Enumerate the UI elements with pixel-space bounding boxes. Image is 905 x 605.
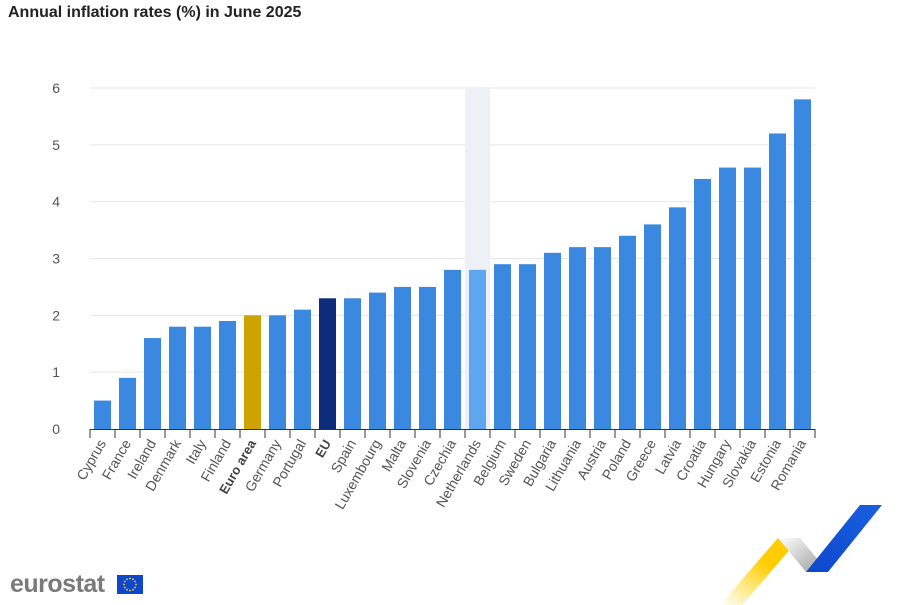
x-tick-label: EU [312, 437, 334, 460]
bar-sweden[interactable] [519, 264, 536, 429]
bar-poland[interactable] [619, 235, 636, 429]
y-tick-label: 3 [52, 251, 60, 267]
flag-star [134, 580, 137, 583]
y-tick-label: 0 [52, 421, 60, 437]
bar-cyprus[interactable] [94, 400, 111, 429]
bar-bulgaria[interactable] [544, 252, 561, 429]
bar-czechia[interactable] [444, 269, 461, 429]
bar-eu[interactable] [319, 298, 336, 429]
y-tick-label: 6 [52, 80, 60, 96]
y-axis-ticks: 0 1 2 3 4 5 6 [52, 80, 60, 437]
bar-latvia[interactable] [669, 207, 686, 429]
bar-estonia[interactable] [769, 133, 786, 429]
flag-star [135, 583, 137, 586]
bar-denmark[interactable] [169, 326, 186, 429]
bar-spain[interactable] [344, 298, 361, 429]
flag-star [123, 583, 125, 586]
y-tick-label: 2 [52, 307, 60, 323]
bar-finland[interactable] [219, 321, 236, 429]
flag-star [123, 586, 126, 589]
x-axis-ticks: CyprusFranceIrelandDenmarkItalyFinlandEu… [73, 436, 809, 512]
flag-star [126, 588, 128, 591]
bar-slovenia[interactable] [419, 286, 436, 429]
bar-luxembourg[interactable] [369, 292, 386, 429]
bar-netherlands[interactable] [469, 269, 486, 429]
bar-belgium[interactable] [494, 264, 511, 429]
bar-chart: 0 1 2 3 4 5 6 CyprusFranceIrelandDenmarkItalyF… [52, 80, 816, 512]
flag-star [123, 580, 126, 583]
bar-france[interactable] [119, 377, 136, 429]
flag-star [126, 578, 128, 581]
x-axis [89, 429, 816, 438]
y-tick-label: 5 [52, 137, 60, 153]
bar-portugal[interactable] [294, 309, 311, 429]
eurostat-logo: eurostat [10, 570, 105, 598]
bar-austria[interactable] [594, 247, 611, 429]
bar-slovakia[interactable] [744, 167, 761, 430]
flag-star [132, 588, 134, 591]
bar-germany[interactable] [269, 315, 286, 429]
flag-star [134, 586, 137, 589]
chart-title: Annual inflation rates (%) in June 2025 [8, 4, 302, 21]
bar-croatia[interactable] [694, 178, 711, 429]
bar-romania[interactable] [794, 99, 811, 429]
flag-star [129, 577, 131, 580]
eu-flag-icon [117, 575, 143, 594]
bar-malta[interactable] [394, 286, 411, 429]
y-tick-label: 1 [52, 364, 60, 380]
bar-euro-area[interactable] [244, 315, 261, 429]
flag-star [132, 578, 134, 581]
bar-ireland[interactable] [144, 338, 161, 429]
bar-greece[interactable] [644, 224, 661, 429]
bar-italy[interactable] [194, 326, 211, 429]
flag-star [129, 589, 131, 592]
y-tick-label: 4 [52, 194, 60, 210]
bar-lithuania[interactable] [569, 247, 586, 429]
eurostat-swoosh-graphic [720, 505, 882, 605]
bars [94, 99, 811, 430]
bar-hungary[interactable] [719, 167, 736, 430]
